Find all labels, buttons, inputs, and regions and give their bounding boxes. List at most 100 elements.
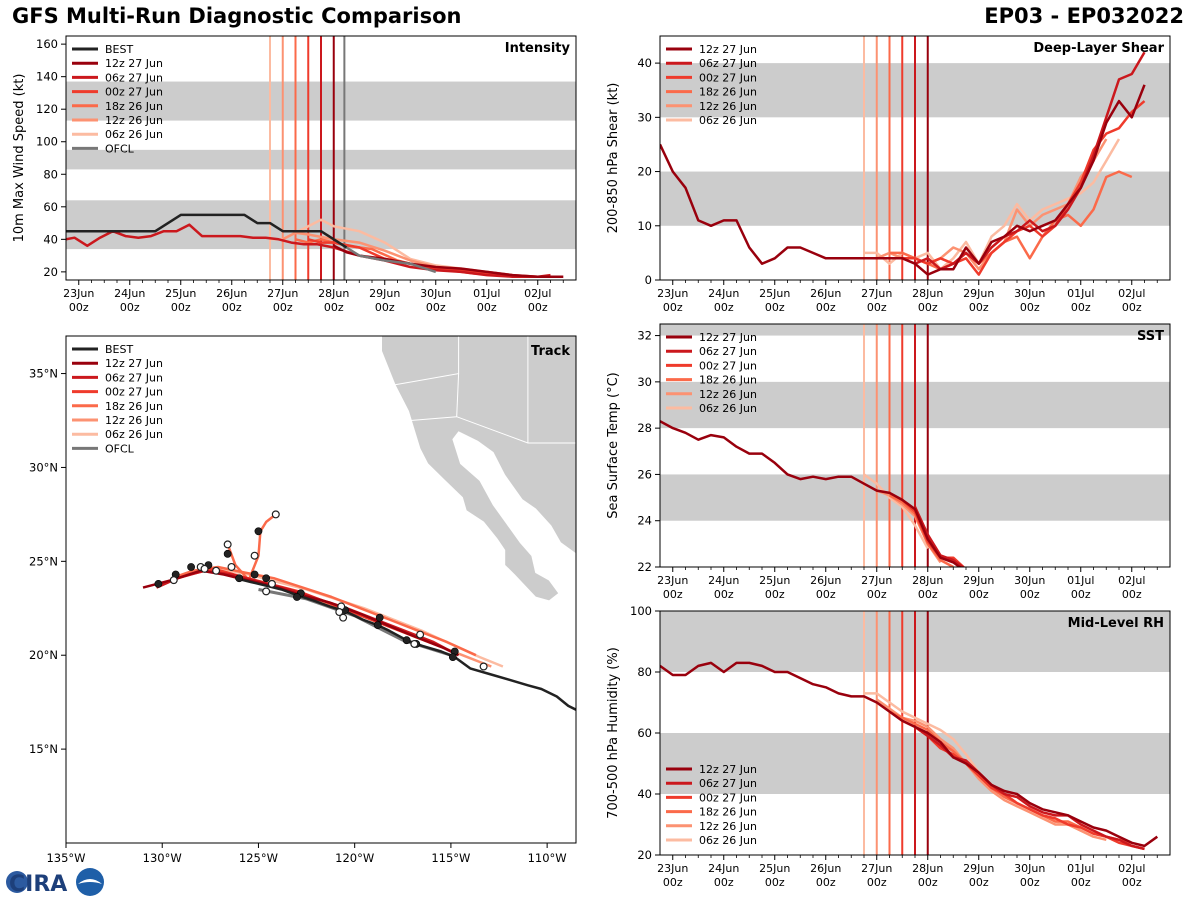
- rh-panel: 23Jun00z24Jun00z25Jun00z26Jun00z27Jun00z…: [606, 604, 1171, 889]
- rh-xtick-label: 29Jun: [963, 862, 994, 875]
- shear-xtick-label: 01Jul: [1067, 287, 1094, 300]
- track-marker-open: [250, 551, 259, 560]
- track-marker-filled: [154, 579, 163, 588]
- sst-title: SST: [1137, 329, 1164, 344]
- political-border: [456, 373, 460, 417]
- track-marker-open: [227, 562, 236, 571]
- track-marker-filled: [262, 574, 271, 583]
- track-marker-open: [479, 662, 488, 671]
- track-marker-filled: [250, 570, 259, 579]
- sst-panel: 23Jun00z24Jun00z25Jun00z26Jun00z27Jun00z…: [606, 323, 1171, 601]
- intensity-xtick-label: 28Jun: [318, 287, 349, 300]
- track-marker-open: [339, 613, 348, 622]
- intensity-best-series: [66, 213, 348, 249]
- shear-legend-label: 18z 26 Jun: [699, 86, 757, 99]
- intensity-legend-label: OFCL: [105, 142, 135, 155]
- shear-xtick-label: 00z: [1122, 301, 1142, 314]
- track-legend-label: 06z 26 Jun: [105, 428, 163, 441]
- shear-xtick-label: 23Jun: [657, 287, 688, 300]
- track-marker-filled: [254, 527, 263, 536]
- sst-xtick-label: 00z: [918, 588, 938, 601]
- track-xtick-label: 110°W: [528, 851, 567, 865]
- rh-xtick-label: 00z: [1071, 876, 1091, 889]
- rh-legend-label: 06z 26 Jun: [699, 834, 757, 847]
- shear-xtick-label: 25Jun: [759, 287, 790, 300]
- sst-ytick-label: 32: [637, 329, 652, 343]
- logo-swirl-icon: [6, 871, 28, 893]
- rh-legend-label: 12z 26 Jun: [699, 820, 757, 833]
- sst-legend-label: 12z 27 Jun: [699, 331, 757, 344]
- intensity-xtick-label: 27Jun: [267, 287, 298, 300]
- track-legend-label: 18z 26 Jun: [105, 400, 163, 413]
- shear-ytick-label: 10: [637, 219, 652, 233]
- sst-legend-label: 06z 26 Jun: [699, 402, 757, 415]
- intensity-xtick-label: 00z: [426, 301, 446, 314]
- shear-xtick-label: 00z: [969, 301, 989, 314]
- shear-legend-label: 12z 26 Jun: [699, 100, 757, 113]
- track-marker-open: [212, 566, 221, 575]
- storm-identifier: EP03 - EP032022: [984, 4, 1184, 28]
- track-marker-filled: [223, 549, 232, 558]
- rh-series-group: [660, 661, 1159, 851]
- intensity-series-line: [333, 244, 564, 278]
- rh-ytick-label: 40: [637, 787, 652, 801]
- track-xtick-label: 135°W: [46, 851, 85, 865]
- track-xtick-label: 125°W: [239, 851, 278, 865]
- track-ytick-label: 30°N: [29, 460, 58, 474]
- track-frame: [65, 335, 577, 844]
- shear-xtick-label: 02Jul: [1118, 287, 1145, 300]
- rh-xtick-label: 00z: [1122, 876, 1142, 889]
- shear-xtick-label: 28Jun: [912, 287, 943, 300]
- rh-ytick-label: 100: [630, 604, 652, 618]
- shear-panel: 23Jun00z24Jun00z25Jun00z26Jun00z27Jun00z…: [606, 35, 1171, 314]
- logo-wave-icon: [78, 879, 102, 884]
- track-marker-filled: [448, 653, 457, 661]
- sst-xtick-label: 00z: [765, 588, 785, 601]
- track-marker-filled: [187, 563, 195, 571]
- intensity-xtick-label: 23Jun: [63, 287, 94, 300]
- rh-xtick-label: 00z: [765, 876, 785, 889]
- rh-xtick-label: 00z: [663, 876, 683, 889]
- sst-xtick-label: 00z: [867, 588, 887, 601]
- intensity-xtick-label: 26Jun: [216, 287, 247, 300]
- shear-series-line: [660, 84, 1146, 276]
- track-legend-label: 12z 27 Jun: [105, 357, 163, 370]
- rh-series-line: [660, 661, 1159, 848]
- land-mass: [381, 336, 576, 602]
- track-marker-open: [169, 576, 178, 585]
- intensity-series-group: [66, 213, 564, 278]
- rh-legend-label: 06z 27 Jun: [699, 777, 757, 790]
- shear-series-line: [914, 51, 1146, 271]
- rh-ytick-label: 60: [637, 726, 652, 740]
- rh-xtick-label: 26Jun: [810, 862, 841, 875]
- sst-xtick-label: 28Jun: [912, 574, 943, 587]
- intensity-ytick-label: 60: [43, 200, 58, 214]
- rh-ylabel: 700-500 hPa Humidity (%): [606, 647, 621, 819]
- intensity-xtick-label: 01Jul: [473, 287, 500, 300]
- track-marker-open: [271, 510, 280, 519]
- shear-xtick-label: 00z: [867, 301, 887, 314]
- track-ytick-label: 15°N: [29, 742, 58, 756]
- intensity-title: Intensity: [505, 41, 571, 56]
- track-map-group: [142, 336, 576, 711]
- shear-ytick-label: 0: [645, 273, 652, 287]
- intensity-xtick-label: 00z: [273, 301, 293, 314]
- shear-xtick-label: 30Jun: [1014, 287, 1045, 300]
- track-marker-open: [223, 540, 232, 549]
- sst-series-group: [660, 420, 966, 567]
- sst-xtick-label: 00z: [1122, 588, 1142, 601]
- track-legend-label: BEST: [105, 343, 133, 356]
- sst-ytick-label: 26: [637, 467, 652, 481]
- intensity-xtick-label: 29Jun: [369, 287, 400, 300]
- track-legend-label: 12z 26 Jun: [105, 414, 163, 427]
- figure-title: GFS Multi-Run Diagnostic Comparison: [12, 4, 462, 28]
- shear-legend-label: 00z 27 Jun: [699, 71, 757, 84]
- intensity-legend-label: 12z 27 Jun: [105, 57, 163, 70]
- shear-xtick-label: 24Jun: [708, 287, 739, 300]
- sst-xtick-label: 27Jun: [861, 574, 892, 587]
- rh-xtick-label: 00z: [969, 876, 989, 889]
- sst-ytick-label: 24: [637, 514, 652, 528]
